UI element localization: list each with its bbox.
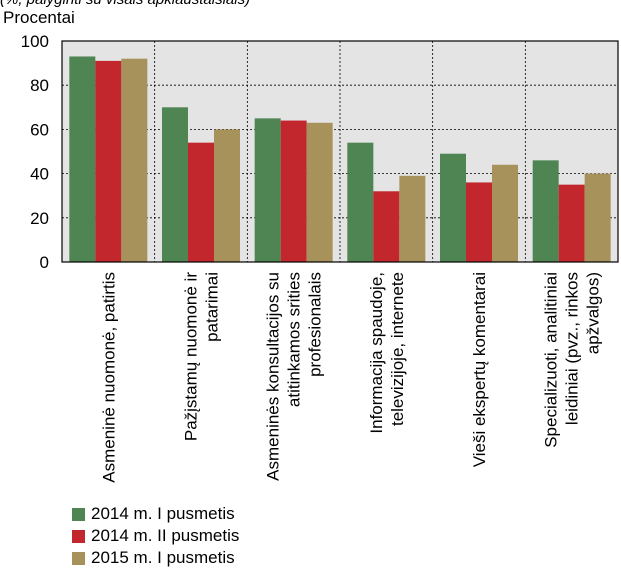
legend-item: 2014 m. I pusmetis bbox=[72, 503, 239, 525]
legend: 2014 m. I pusmetis 2014 m. II pusmetis 201… bbox=[72, 503, 239, 569]
bar bbox=[95, 60, 122, 262]
y-tick-label: 60 bbox=[30, 120, 49, 139]
bar bbox=[121, 58, 148, 263]
legend-label: 2014 m. II pusmetis bbox=[91, 526, 240, 545]
bar bbox=[584, 173, 611, 262]
x-tick-label: Asmeninės konsultacijos su atitinkamos sr… bbox=[264, 272, 325, 481]
bar bbox=[399, 175, 426, 262]
bar bbox=[440, 153, 466, 262]
legend-label: 2015 m. I pusmetis bbox=[91, 548, 235, 567]
y-axis-ticks: 0 20 40 60 80 100 bbox=[21, 32, 49, 272]
legend-swatch bbox=[72, 551, 85, 565]
x-axis-labels: Asmeninė nuomonė, patirtis Pažįstamų nuom… bbox=[99, 272, 602, 483]
x-tick-label: Vieši ekspertų komentarai bbox=[470, 272, 489, 467]
legend-item: 2014 m. II pusmetis bbox=[72, 525, 239, 547]
bar bbox=[214, 129, 240, 262]
bar bbox=[558, 184, 585, 262]
y-tick-label: 40 bbox=[30, 165, 49, 184]
legend-item: 2015 m. I pusmetis bbox=[72, 547, 239, 569]
bar-chart: Procentai 0 20 40 60 80 100 Asmeninė nuomonė,… bbox=[3, 8, 619, 483]
y-tick-label: 0 bbox=[40, 253, 49, 272]
bar bbox=[280, 120, 307, 262]
y-tick-label: 100 bbox=[21, 32, 49, 51]
gridlines bbox=[62, 41, 618, 262]
legend-label: 2014 m. I pusmetis bbox=[91, 504, 235, 523]
bar bbox=[69, 56, 96, 262]
bar bbox=[254, 118, 281, 262]
y-axis-label: Procentai bbox=[3, 8, 75, 27]
legend-swatch bbox=[72, 507, 85, 521]
bar bbox=[188, 142, 214, 262]
plot-frame bbox=[61, 40, 619, 263]
bar bbox=[532, 160, 559, 262]
chart-note: (%, palyginti su visais apklaustaisiais) bbox=[0, 0, 250, 8]
y-tick-label: 20 bbox=[30, 209, 49, 228]
x-tick-label: Pažįstamų nuomonė ir patarimai bbox=[182, 272, 222, 441]
y-tick-label: 80 bbox=[30, 76, 49, 95]
x-tick-label: Specializuoti, analitiniai leidiniai (pvz… bbox=[542, 272, 603, 448]
bar bbox=[306, 122, 333, 263]
legend-swatch bbox=[72, 529, 85, 543]
bar bbox=[492, 164, 518, 262]
bars bbox=[69, 56, 611, 263]
x-tick-label: Informacija spaudoje, televizijoje, inter… bbox=[367, 272, 407, 434]
bar bbox=[162, 107, 188, 262]
bar bbox=[466, 182, 492, 262]
bar bbox=[347, 142, 374, 262]
bar bbox=[373, 191, 400, 262]
x-tick-label: Asmeninė nuomonė, patirtis bbox=[99, 272, 118, 483]
